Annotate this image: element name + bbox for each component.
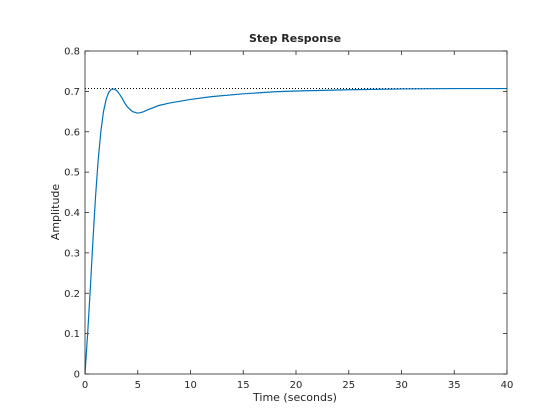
x-tick-label: 35 bbox=[448, 380, 461, 391]
x-tick-labels: 0 5 10 15 20 25 30 35 40 bbox=[82, 380, 514, 391]
y-tick-label: 0.8 bbox=[64, 47, 80, 58]
y-tick-label: 0.6 bbox=[64, 127, 80, 138]
x-tick-label: 30 bbox=[395, 380, 408, 391]
x-axis-label: Time (seconds) bbox=[252, 391, 337, 404]
chart-title: Step Response bbox=[249, 32, 341, 45]
axes-box bbox=[84, 50, 508, 375]
x-tick-label: 5 bbox=[135, 380, 141, 391]
plot-background bbox=[85, 51, 507, 374]
x-tick-label: 20 bbox=[290, 380, 303, 391]
y-tick-label: 0.1 bbox=[64, 329, 80, 340]
y-tick-label: 0.2 bbox=[64, 289, 80, 300]
x-tick-label: 25 bbox=[342, 380, 355, 391]
x-tick-label: 40 bbox=[501, 380, 514, 391]
y-tick-label: 0 bbox=[74, 370, 80, 381]
y-tick-label: 0.3 bbox=[64, 248, 80, 259]
y-tick-label: 0.4 bbox=[64, 208, 80, 219]
y-tick-labels: 0 0.1 0.2 0.3 0.4 0.5 0.6 0.7 0.8 bbox=[64, 47, 80, 381]
y-axis-label: Amplitude bbox=[49, 184, 62, 241]
series-line bbox=[84, 87, 507, 375]
x-tick-label: 10 bbox=[184, 380, 197, 391]
x-tick-label: 0 bbox=[82, 380, 88, 391]
y-tick-label: 0.5 bbox=[64, 168, 80, 179]
x-tick-label: 15 bbox=[237, 380, 250, 391]
y-tick-label: 0.7 bbox=[64, 87, 80, 98]
